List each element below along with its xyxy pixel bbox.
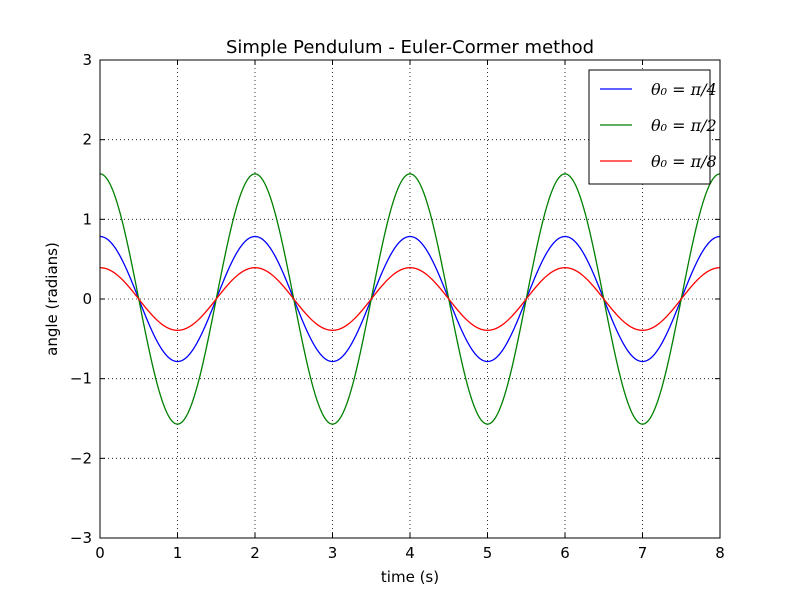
legend-label-2: θ₀ = π/8 bbox=[651, 152, 717, 171]
y-tick-label: −2 bbox=[70, 449, 92, 467]
series-lines bbox=[99, 173, 721, 425]
legend-label-1: θ₀ = π/2 bbox=[651, 116, 717, 135]
x-axis-label: time (s) bbox=[381, 568, 439, 586]
y-tick-label: −1 bbox=[70, 370, 92, 388]
x-tick-label: 7 bbox=[638, 544, 648, 562]
x-tick-label: 2 bbox=[250, 544, 260, 562]
y-tick-label: 3 bbox=[82, 51, 92, 69]
legend-label-0: θ₀ = π/4 bbox=[651, 80, 717, 99]
axis-ticks: 0 1 2 3 4 5 6 7 8 −3 −2 −1 0 1 2 3 bbox=[70, 51, 725, 562]
x-tick-label: 4 bbox=[405, 544, 415, 562]
x-tick-label: 8 bbox=[715, 544, 725, 562]
series-line-0 bbox=[99, 235, 721, 363]
y-tick-label: 1 bbox=[82, 210, 92, 228]
y-tick-label: 0 bbox=[82, 290, 92, 308]
x-tick-label: 6 bbox=[560, 544, 570, 562]
y-tick-label: 2 bbox=[82, 131, 92, 149]
x-tick-label: 0 bbox=[95, 544, 105, 562]
series-line-2 bbox=[99, 267, 721, 331]
series-line-1 bbox=[99, 173, 721, 425]
x-tick-label: 5 bbox=[483, 544, 493, 562]
x-tick-label: 1 bbox=[173, 544, 183, 562]
y-axis-label: angle (radians) bbox=[43, 242, 61, 356]
x-tick-label: 3 bbox=[328, 544, 338, 562]
legend: θ₀ = π/4 θ₀ = π/2 θ₀ = π/8 bbox=[588, 69, 717, 185]
chart-title: Simple Pendulum - Euler-Cormer method bbox=[226, 37, 594, 58]
y-tick-label: −3 bbox=[70, 529, 92, 547]
